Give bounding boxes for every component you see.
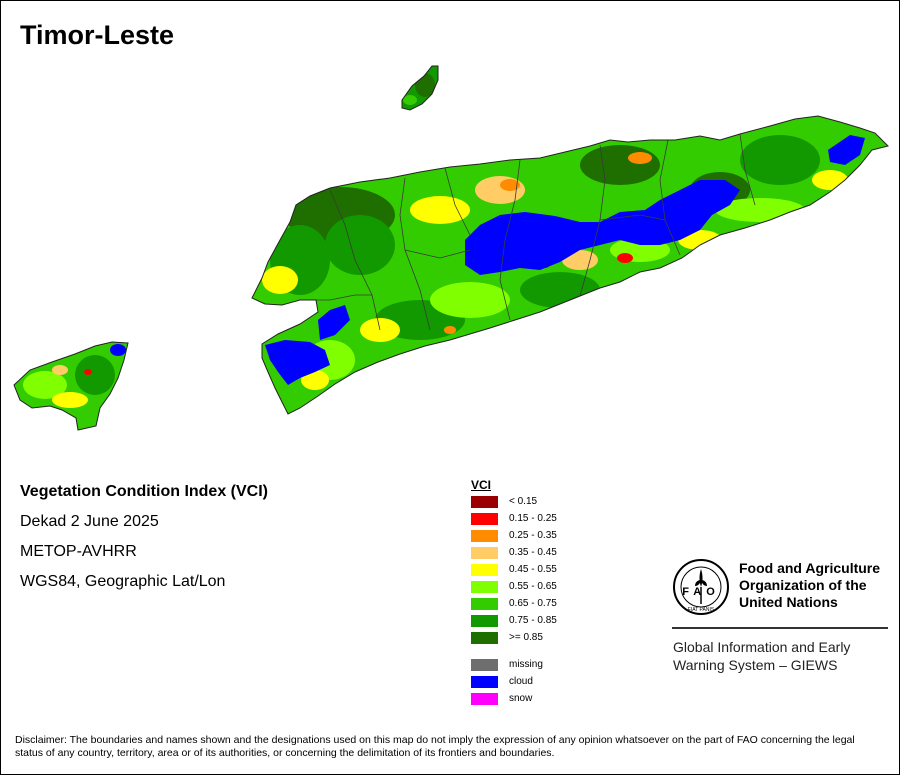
period-label: Dekad 2 June 2025	[20, 513, 159, 530]
legend-swatch	[471, 693, 498, 705]
oecusse-exclave	[14, 342, 128, 430]
legend-label: >= 0.85	[509, 632, 543, 643]
legend-swatch	[471, 632, 498, 644]
map-info: Vegetation Condition Index (VCI) Dekad 2…	[20, 482, 268, 602]
fao-emblem-icon: FAO FIAT PANIS	[673, 559, 729, 615]
legend-swatch	[471, 513, 498, 525]
giews-line-1: Global Information and Early	[673, 639, 851, 655]
fao-name-line-3: United Nations	[739, 594, 838, 610]
fao-emblem-motto: FIAT PANIS	[688, 607, 715, 613]
atauro-island	[402, 66, 438, 110]
legend-label: 0.65 - 0.75	[509, 598, 557, 609]
giews-label: Global Information and Early Warning Sys…	[673, 638, 893, 674]
index-name: Vegetation Condition Index (VCI)	[20, 483, 268, 500]
legend-swatch	[471, 598, 498, 610]
fao-divider	[672, 627, 888, 629]
vci-map	[13, 65, 889, 431]
oecusse-outline	[13, 341, 129, 431]
legend-label: 0.35 - 0.45	[509, 547, 557, 558]
legend-swatch	[471, 564, 498, 576]
legend-title: VCI	[471, 478, 492, 492]
main-island-outline	[251, 115, 889, 415]
legend-swatch	[471, 581, 498, 593]
legend-label: cloud	[509, 676, 533, 687]
fao-name: Food and Agriculture Organization of the…	[739, 560, 889, 611]
sensor-label: METOP-AVHRR	[20, 543, 137, 560]
legend-swatch	[471, 659, 498, 671]
legend-label: 0.15 - 0.25	[509, 513, 557, 524]
legend-label: < 0.15	[509, 496, 538, 507]
map-title: Timor-Leste	[20, 20, 175, 50]
legend-label: 0.45 - 0.55	[509, 564, 557, 575]
vci-legend: VCI < 0.15 0.15 - 0.25 0.25 - 0.35 0.35 - 0…	[471, 478, 557, 705]
atauro-outline	[401, 65, 439, 111]
projection-label: WGS84, Geographic Lat/Lon	[20, 573, 226, 590]
legend-swatch	[471, 496, 498, 508]
legend-label: 0.55 - 0.65	[509, 581, 557, 592]
fao-name-line-1: Food and Agriculture	[739, 560, 881, 576]
legend-label: 0.25 - 0.35	[509, 530, 557, 541]
disclaimer: Disclaimer: The boundaries and names sho…	[15, 734, 855, 759]
fao-emblem-letters: FAO	[682, 586, 720, 598]
legend-swatch	[471, 676, 498, 688]
fao-name-line-2: Organization of the	[739, 577, 867, 593]
legend-label: snow	[509, 693, 533, 704]
legend-swatch	[471, 530, 498, 542]
legend-label: missing	[509, 659, 543, 670]
giews-line-2: Warning System – GIEWS	[673, 657, 838, 673]
legend-label: 0.75 - 0.85	[509, 615, 557, 626]
legend-swatch	[471, 615, 498, 627]
legend-swatch	[471, 547, 498, 559]
